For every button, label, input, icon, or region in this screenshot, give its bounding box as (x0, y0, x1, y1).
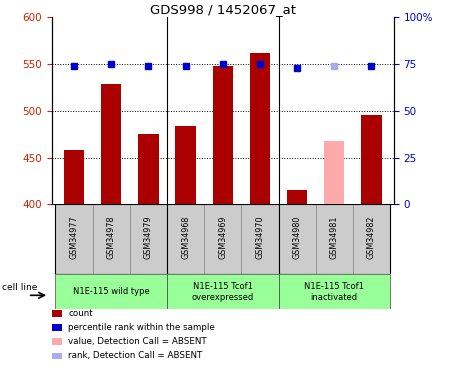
Bar (250, 53, 270, 204)
Text: GSM34968: GSM34968 (181, 216, 190, 260)
Bar (167, 274, 279, 309)
Bar (64, 150, 84, 204)
Text: GSM34980: GSM34980 (292, 216, 302, 260)
Text: GSM34970: GSM34970 (256, 216, 265, 260)
Text: GSM34977: GSM34977 (70, 216, 79, 260)
Bar (138, 134, 158, 204)
Bar (101, 84, 122, 204)
Bar (130, 204, 167, 274)
Text: GSM34981: GSM34981 (330, 216, 339, 260)
Text: count: count (68, 309, 93, 318)
Bar (361, 116, 382, 204)
Bar (287, 190, 307, 204)
Text: percentile rank within the sample: percentile rank within the sample (68, 323, 215, 332)
Bar (241, 204, 279, 274)
Text: value, Detection Call = ABSENT: value, Detection Call = ABSENT (68, 337, 207, 346)
Bar (279, 274, 390, 309)
Bar (176, 126, 196, 204)
Bar (55, 204, 93, 274)
Title: GDS998 / 1452067_at: GDS998 / 1452067_at (150, 3, 296, 16)
Bar (279, 204, 316, 274)
Text: GSM34978: GSM34978 (107, 216, 116, 260)
Text: GSM34979: GSM34979 (144, 216, 153, 260)
Bar (204, 204, 241, 274)
Text: cell line: cell line (2, 284, 37, 292)
Bar (353, 204, 390, 274)
Text: N1E-115 Tcof1
inactivated: N1E-115 Tcof1 inactivated (304, 282, 364, 302)
Text: GSM34969: GSM34969 (218, 216, 227, 260)
Bar (324, 141, 345, 204)
Text: GSM34982: GSM34982 (367, 216, 376, 260)
Bar (212, 66, 233, 204)
Text: N1E-115 wild type: N1E-115 wild type (73, 287, 149, 296)
Bar (316, 204, 353, 274)
Text: rank, Detection Call = ABSENT: rank, Detection Call = ABSENT (68, 351, 203, 360)
Text: N1E-115 Tcof1
overexpressed: N1E-115 Tcof1 overexpressed (192, 282, 254, 302)
Bar (167, 204, 204, 274)
Bar (93, 204, 130, 274)
Bar (55, 274, 167, 309)
